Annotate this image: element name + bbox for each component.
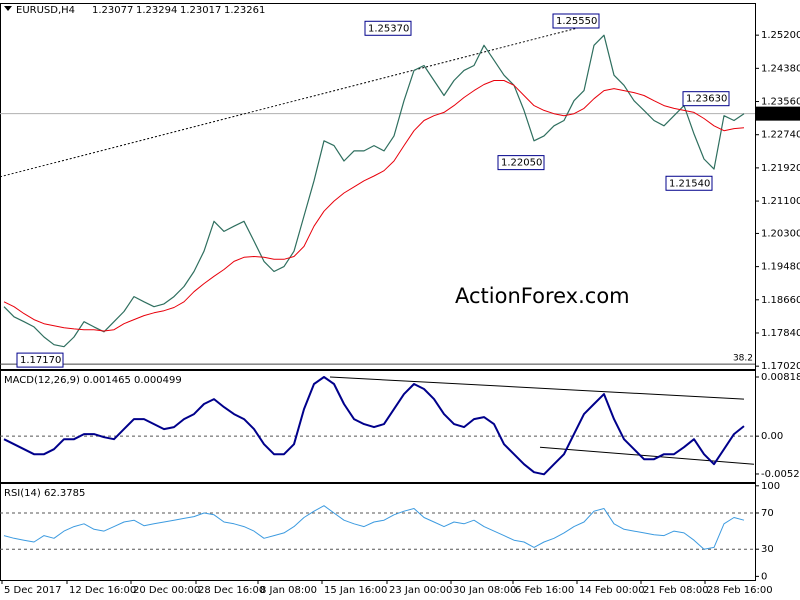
symbol-marker: [4, 6, 12, 11]
open: 1.23077: [92, 5, 133, 16]
x-tick-label: 23 Jan 00:00: [389, 585, 452, 596]
price-annotation-box: [552, 13, 600, 29]
y-tick-label: 0.00818: [761, 372, 800, 383]
y-tick-label: 1.22740: [761, 130, 800, 141]
panel-frames: [0, 3, 756, 581]
y-tick-label: 70: [761, 508, 774, 519]
trendline: [539, 446, 755, 465]
y-tick-label: 1.23560: [761, 97, 800, 108]
x-tick-label: 15 Jan 16:00: [324, 585, 387, 596]
price-annotation: 1.25550: [556, 16, 597, 27]
x-tick-label: 30 Jan 08:00: [453, 585, 516, 596]
price-annotation-box: [497, 155, 545, 171]
y-tick-label: 0.00: [761, 431, 783, 442]
watermark: ActionForex.com: [455, 284, 630, 308]
y-tick-label: 1.21100: [761, 196, 800, 207]
close: 1.23261: [224, 5, 265, 16]
price-annotation-box: [682, 91, 730, 107]
low: 1.23017: [180, 5, 221, 16]
series-line: [3, 34, 745, 348]
price-annotation: 1.21540: [669, 178, 710, 189]
y-tick-label: 1.18660: [761, 295, 800, 306]
y-tick-label: 30: [761, 544, 774, 555]
x-tick-label: 28 Dec 16:00: [198, 585, 265, 596]
x-tick-label: 8 Jan 08:00: [260, 585, 317, 596]
y-tick-label: 100: [761, 481, 780, 492]
price-annotation-box: [665, 175, 713, 191]
series-line: [3, 376, 745, 476]
x-tick-label: 5 Dec 2017: [4, 585, 62, 596]
y-tick-label: 1.17840: [761, 328, 800, 339]
trendline: [0, 21, 601, 178]
y-tick-label: 0: [761, 571, 767, 582]
y-tick-label: 1.17020: [761, 361, 800, 372]
price-annotation-box: [16, 352, 64, 368]
current-price-label: 1.23261: [760, 109, 800, 120]
series-line: [3, 80, 745, 332]
x-tick-label: 14 Feb 00:00: [579, 585, 645, 596]
x-tick-label: 28 Feb 16:00: [707, 585, 773, 596]
macd-panel-frame: [0, 370, 756, 483]
x-tick-label: 6 Feb 16:00: [515, 585, 574, 596]
y-tick-label: 1.19480: [761, 262, 800, 273]
trendline: [329, 376, 745, 400]
y-tick-label: 1.21920: [761, 163, 800, 174]
rsi-panel-frame: [0, 483, 756, 581]
y-tick-label: -0.00523: [761, 469, 800, 480]
x-tick-label: 20 Dec 00:00: [133, 585, 200, 596]
series-line: [3, 505, 745, 550]
fib-label: 38.2: [733, 354, 753, 364]
price-annotation-box: [364, 20, 412, 36]
price-panel-frame: [0, 3, 756, 370]
symbol: EURUSD,H4: [16, 5, 75, 16]
x-tick-label: 21 Feb 08:00: [643, 585, 709, 596]
y-tick-label: 1.24380: [761, 63, 800, 74]
current-price-box: [756, 106, 800, 121]
price-annotation: 1.23630: [686, 94, 727, 105]
panel-title: RSI(14) 62.3785: [4, 488, 85, 499]
price-annotation: 1.17170: [20, 355, 61, 366]
x-tick-label: 12 Dec 16:00: [69, 585, 136, 596]
y-tick-label: 1.20300: [761, 228, 800, 239]
price-annotation: 1.22050: [501, 158, 542, 169]
high: 1.23294: [136, 5, 177, 16]
panel-title: MACD(12,26,9) 0.001465 0.000499: [4, 375, 182, 386]
y-tick-label: 1.25200: [761, 30, 800, 41]
price-annotation: 1.25370: [368, 23, 409, 34]
